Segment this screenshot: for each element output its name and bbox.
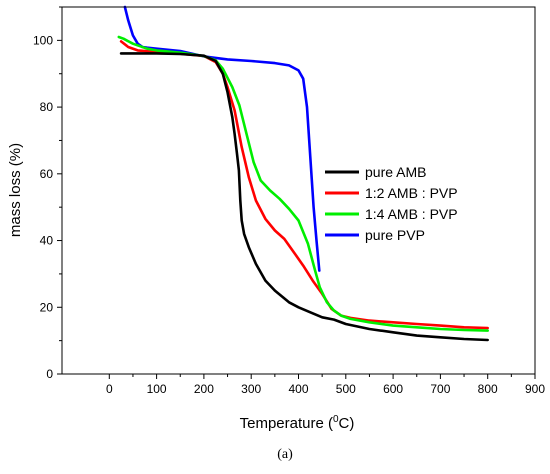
x-tick-label: 800: [478, 382, 498, 396]
series-layer: [117, 5, 489, 342]
x-tick-label: 400: [288, 382, 308, 396]
plot-frame: [61, 6, 536, 375]
x-axis-title-superscript: 0: [333, 414, 339, 425]
y-tick-label: 40: [40, 234, 54, 248]
x-axis-title-suffix: C): [339, 415, 355, 432]
x-tick-label: 300: [241, 382, 261, 396]
x-tick-label: 0: [106, 382, 113, 396]
x-axis-title: Temperature (0C): [240, 414, 355, 432]
x-tick-label: 700: [430, 382, 450, 396]
y-axis-title: mass loss (%): [7, 143, 24, 237]
y-tick-label: 80: [40, 100, 54, 114]
y-tick-label: 20: [40, 300, 54, 314]
legend-label: 1:4 AMB : PVP: [365, 206, 458, 222]
legend-label: pure AMB: [365, 164, 426, 180]
legend: pure AMB 1:2 AMB : PVP 1:4 AMB : PVP pure P…: [325, 164, 458, 243]
legend-label: 1:2 AMB : PVP: [365, 185, 458, 201]
y-tick-label: 100: [33, 33, 53, 47]
tick-layer: 0 100 200 300 400 500 600 700 800 900 0 20 40 60 80 100: [33, 6, 545, 396]
figure-caption: (a): [277, 447, 293, 462]
y-tick-label: 60: [40, 167, 54, 181]
x-tick-label: 600: [383, 382, 403, 396]
x-tick-label: 200: [194, 382, 214, 396]
x-axis-title-main: Temperature (: [240, 415, 333, 432]
x-tick-label: 500: [336, 382, 356, 396]
legend-label: pure PVP: [365, 227, 425, 243]
x-tick-label: 900: [525, 382, 545, 396]
series-line-pure-pvp: [123, 5, 321, 272]
y-tick-label: 0: [46, 367, 53, 381]
x-tick-label: 100: [147, 382, 167, 396]
series-line-pure-amb: [119, 52, 489, 342]
